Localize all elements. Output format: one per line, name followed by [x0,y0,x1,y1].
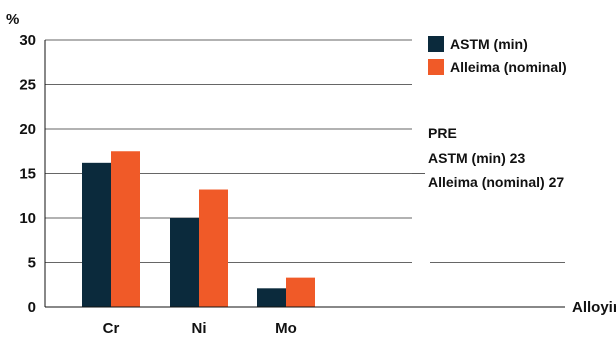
legend-swatch-astm [428,36,444,52]
legend: ASTM (min) Alleima (nominal) [428,36,567,75]
y-tick-label-10: 10 [19,210,36,227]
y-tick-label-15: 15 [19,166,36,183]
x-category-label-cr: Cr [103,320,120,337]
x-category-label-ni: Ni [192,320,207,337]
bar-ni-alleima [199,189,228,307]
y-axis-ticks: 0 5 10 15 20 25 30 [19,32,36,316]
x-axis-categories: Cr Ni Mo [103,320,297,337]
x-category-label-mo: Mo [275,320,297,337]
y-tick-label-20: 20 [19,121,36,138]
bar-mo-astm [257,288,286,307]
y-axis-label: % [6,11,19,28]
bar-cr-astm [82,162,111,307]
legend-label-alleima: Alleima (nominal) [450,59,567,75]
pre-annotation: PRE ASTM (min) 23 Alleima (nominal) 27 [428,125,564,190]
legend-swatch-alleima [428,59,444,75]
bar-mo-alleima [286,277,315,307]
y-tick-label-30: 30 [19,32,36,49]
bar-cr-alleima [111,151,140,307]
pre-alleima: Alleima (nominal) 27 [428,174,564,190]
legend-label-astm: ASTM (min) [450,36,528,52]
x-axis-label: Alloying elements [572,299,616,316]
pre-title: PRE [428,125,457,141]
y-tick-label-0: 0 [28,299,36,316]
y-tick-label-5: 5 [28,255,36,272]
bars [82,151,315,307]
bar-ni-astm [170,218,199,307]
pre-astm: ASTM (min) 23 [428,150,525,166]
y-tick-label-25: 25 [19,77,36,94]
